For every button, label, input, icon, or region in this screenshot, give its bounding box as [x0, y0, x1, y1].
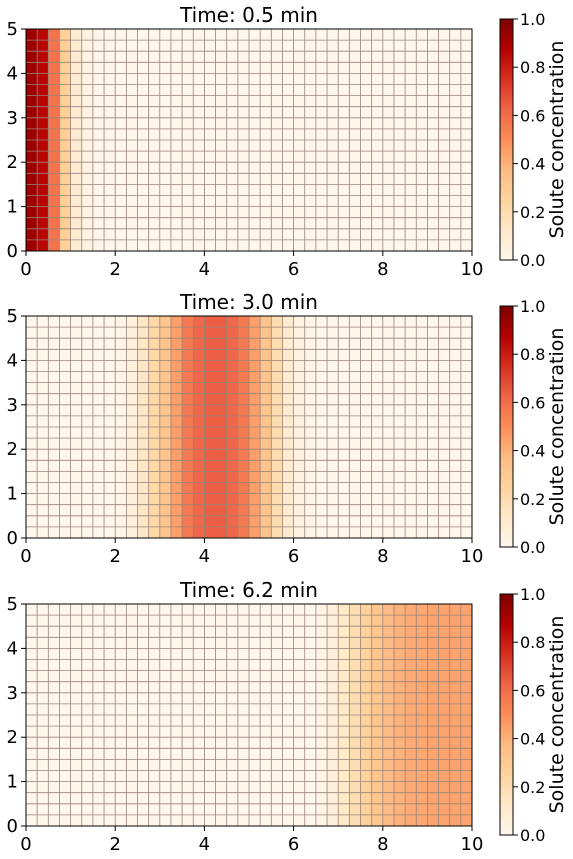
- colorbar: [499, 593, 514, 836]
- colorbar-tick-label: 0.4: [520, 442, 545, 461]
- colorbar: [499, 18, 514, 261]
- x-tick-label: 4: [199, 259, 210, 280]
- colorbar-tick-label: 0.0: [520, 251, 545, 270]
- colorbar-tick-label: 0.4: [520, 730, 545, 749]
- colorbar-tick-label: 0.8: [520, 633, 545, 652]
- colorbar-tick-label: 0.4: [520, 155, 545, 174]
- y-tick-label: 3: [7, 683, 18, 704]
- colorbar: [499, 305, 514, 548]
- colorbar-tick-label: 0.0: [520, 826, 545, 845]
- y-tick-label: 5: [7, 19, 18, 40]
- chart-title: Time: 3.0 min: [179, 290, 318, 314]
- y-tick-label: 5: [7, 306, 18, 327]
- y-tick-label: 0: [7, 528, 18, 549]
- x-tick-label: 4: [199, 834, 210, 855]
- colorbar-tick-label: 1.0: [520, 10, 545, 29]
- colorbar-label: Solute concentration: [546, 616, 568, 814]
- x-tick-label: 6: [288, 834, 299, 855]
- axes-frame: [25, 28, 473, 252]
- y-tick-label: 2: [7, 439, 18, 460]
- x-tick-label: 0: [20, 546, 31, 567]
- x-tick-label: 6: [288, 259, 299, 280]
- colorbar-label: Solute concentration: [546, 328, 568, 526]
- axes-frame: [25, 315, 473, 539]
- y-tick-label: 1: [7, 484, 18, 505]
- colorbar-tick-label: 0.8: [520, 345, 545, 364]
- y-tick-label: 1: [7, 772, 18, 793]
- colorbar-tick-label: 0.6: [520, 681, 545, 700]
- colorbar-tick-label: 0.0: [520, 538, 545, 557]
- y-tick-label: 2: [7, 727, 18, 748]
- colorbar-label: Solute concentration: [546, 41, 568, 239]
- y-tick-label: 4: [7, 63, 18, 84]
- y-tick-label: 1: [7, 197, 18, 218]
- x-tick-label: 10: [461, 259, 484, 280]
- x-tick-label: 4: [199, 546, 210, 567]
- x-tick-label: 2: [109, 546, 120, 567]
- chart-title: Time: 6.2 min: [179, 578, 318, 602]
- y-tick-label: 3: [7, 108, 18, 129]
- colorbar-tick-label: 1.0: [520, 585, 545, 604]
- x-tick-label: 0: [20, 834, 31, 855]
- y-tick-label: 4: [7, 638, 18, 659]
- colorbar-tick-label: 0.8: [520, 58, 545, 77]
- x-tick-label: 2: [109, 834, 120, 855]
- chart-title: Time: 0.5 min: [179, 3, 318, 27]
- x-tick-label: 8: [377, 834, 388, 855]
- axes-frame: [25, 603, 473, 827]
- y-tick-label: 3: [7, 395, 18, 416]
- x-tick-label: 8: [377, 546, 388, 567]
- colorbar-tick-label: 1.0: [520, 297, 545, 316]
- colorbar-tick-label: 0.2: [520, 778, 545, 797]
- x-tick-label: 10: [461, 546, 484, 567]
- colorbar-tick-label: 0.2: [520, 203, 545, 222]
- y-tick-label: 2: [7, 152, 18, 173]
- colorbar-tick-label: 0.6: [520, 106, 545, 125]
- colorbar-tick-label: 0.2: [520, 490, 545, 509]
- colorbar-tick-label: 0.6: [520, 393, 545, 412]
- y-tick-label: 0: [7, 816, 18, 837]
- x-tick-label: 10: [461, 834, 484, 855]
- x-tick-label: 2: [109, 259, 120, 280]
- x-tick-label: 0: [20, 259, 31, 280]
- y-tick-label: 4: [7, 350, 18, 371]
- y-tick-label: 0: [7, 241, 18, 262]
- x-tick-label: 8: [377, 259, 388, 280]
- x-tick-label: 6: [288, 546, 299, 567]
- y-tick-label: 5: [7, 594, 18, 615]
